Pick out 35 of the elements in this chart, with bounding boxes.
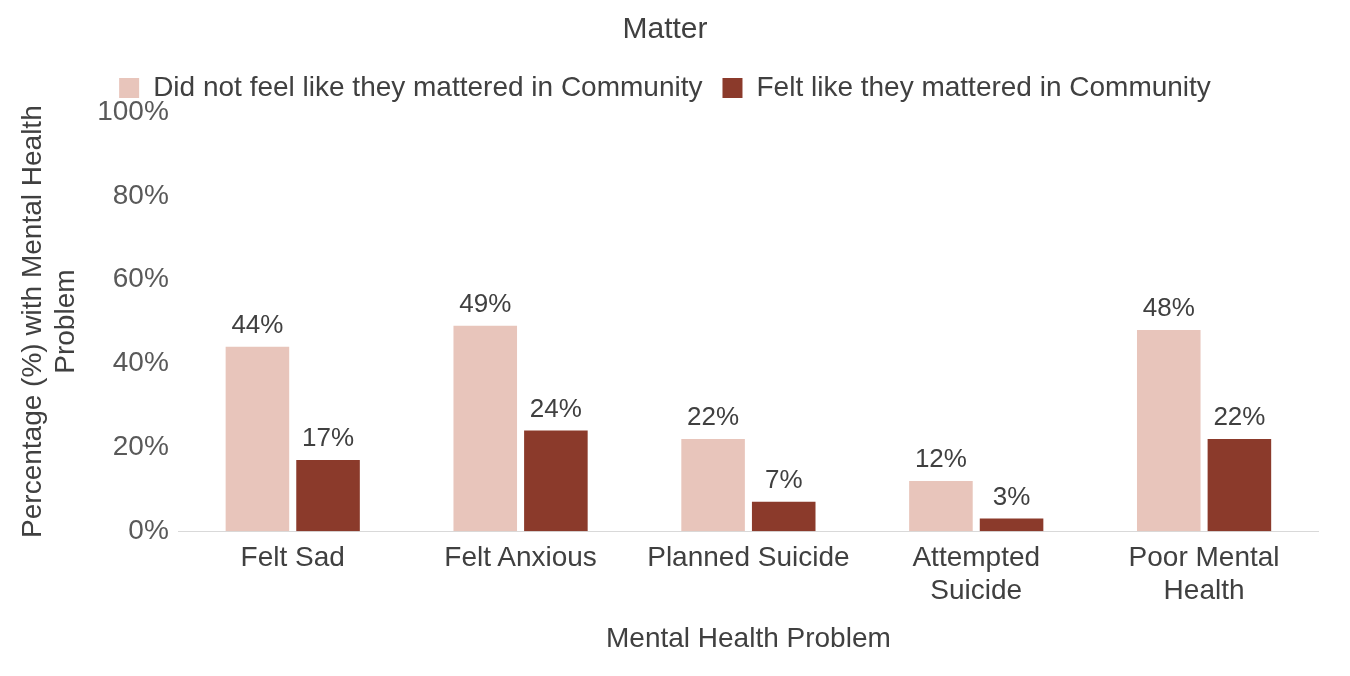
- x-axis-title: Mental Health Problem: [606, 621, 891, 653]
- data-label: 12%: [914, 443, 967, 474]
- bar: [1136, 329, 1201, 532]
- bar: [909, 480, 973, 532]
- y-tick-label: 0%: [128, 513, 169, 545]
- data-label: 22%: [687, 401, 740, 432]
- data-label: 17%: [302, 422, 355, 453]
- bar: [1207, 438, 1272, 532]
- bar: [751, 501, 816, 532]
- x-tick-label: Felt Anxious: [444, 540, 597, 572]
- data-label: 49%: [459, 287, 512, 318]
- data-label: 44%: [231, 308, 284, 339]
- data-label: 7%: [764, 464, 803, 495]
- y-tick-label: 20%: [112, 430, 169, 462]
- x-tick-label: Poor Mental Health: [1128, 540, 1280, 606]
- y-tick-label: 40%: [112, 346, 169, 378]
- data-label: 48%: [1142, 292, 1195, 323]
- x-tick-label: Felt Sad: [240, 540, 345, 572]
- bar: [681, 438, 745, 532]
- x-tick-label: Planned Suicide: [647, 540, 850, 572]
- legend-label: Felt like they mattered in Community: [756, 70, 1211, 102]
- chart-title: Matter: [622, 11, 708, 45]
- legend-label: Did not feel like they mattered in Community: [153, 70, 703, 102]
- bar: [225, 346, 290, 532]
- bar: [296, 459, 360, 532]
- data-label: 24%: [529, 392, 582, 423]
- data-label: 22%: [1213, 401, 1266, 432]
- bar: [979, 518, 1044, 532]
- x-tick-label: Attempted Suicide: [912, 540, 1041, 606]
- y-tick-label: 80%: [112, 178, 169, 210]
- bar: [524, 430, 588, 532]
- y-axis-title: Percentage (%) with Mental Health Problem: [15, 105, 81, 538]
- bar: [453, 325, 518, 532]
- y-tick-label: 60%: [112, 262, 169, 294]
- data-label: 3%: [992, 480, 1031, 511]
